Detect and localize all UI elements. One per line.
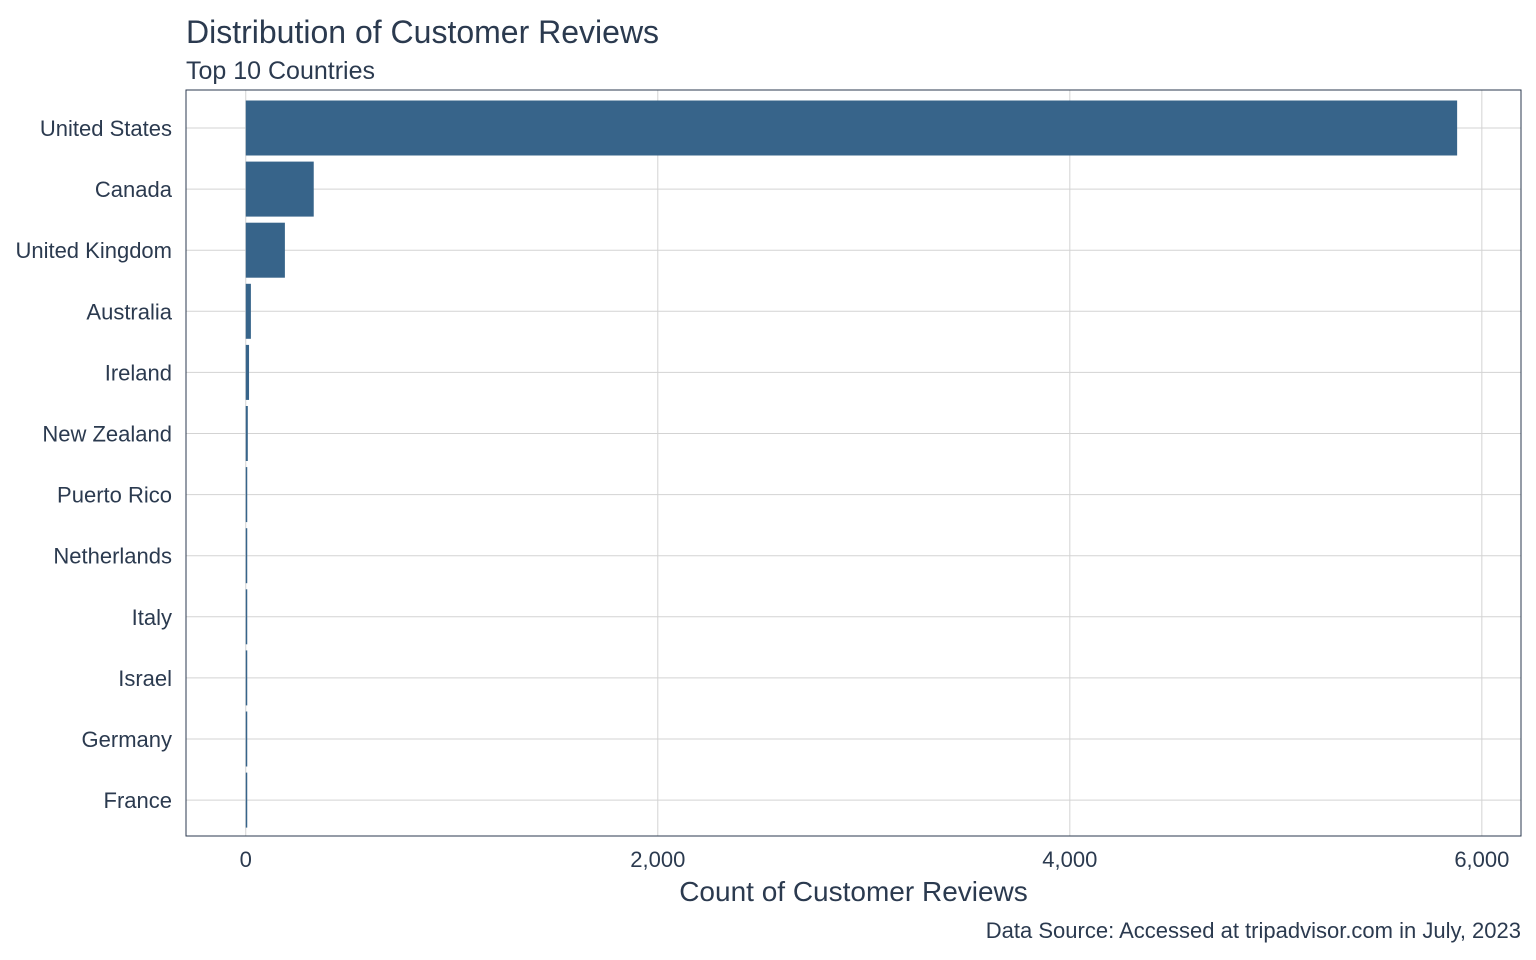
- bar: [245, 161, 314, 217]
- chart-subtitle: Top 10 Countries: [186, 57, 376, 85]
- bar: [245, 650, 248, 706]
- x-tick-labels: 0 2,000 4,000 6,000: [240, 847, 1510, 872]
- y-tick-label: Netherlands: [53, 544, 172, 569]
- y-tick-label: Germany: [82, 727, 172, 752]
- x-tick-label: 4,000: [1042, 847, 1097, 872]
- y-tick-label: United Kingdom: [15, 238, 172, 263]
- bar: [245, 467, 248, 523]
- x-axis-title: Count of Customer Reviews: [679, 876, 1028, 907]
- y-tick-label: Ireland: [105, 360, 172, 385]
- y-tick-labels: United States Canada United Kingdom Austral…: [15, 116, 172, 813]
- bar: [245, 589, 248, 645]
- y-tick-label: Puerto Rico: [57, 483, 172, 508]
- bar: [245, 100, 1458, 156]
- bars: [245, 100, 1458, 828]
- bar: [245, 772, 248, 828]
- bar: [245, 528, 248, 584]
- x-tick-label: 6,000: [1454, 847, 1509, 872]
- bar: [245, 222, 285, 278]
- x-tick-label: 0: [240, 847, 252, 872]
- bar: [245, 283, 251, 339]
- y-tick-label: Israel: [118, 666, 172, 691]
- y-tick-label: New Zealand: [42, 422, 172, 447]
- panel-border: [185, 89, 1522, 837]
- y-tick-label: United States: [40, 116, 172, 141]
- bar: [245, 711, 248, 767]
- bar: [245, 344, 250, 400]
- bar: [245, 406, 248, 461]
- chart-title: Distribution of Customer Reviews: [186, 14, 660, 50]
- data-source-caption: Data Source: Accessed at tripadvisor.com…: [985, 918, 1521, 943]
- y-tick-label: Italy: [132, 605, 172, 630]
- x-tick-label: 2,000: [630, 847, 685, 872]
- y-tick-label: France: [104, 788, 172, 813]
- grid-lines: [186, 90, 1521, 836]
- y-tick-label: Canada: [95, 177, 173, 202]
- y-tick-label: Australia: [86, 299, 172, 324]
